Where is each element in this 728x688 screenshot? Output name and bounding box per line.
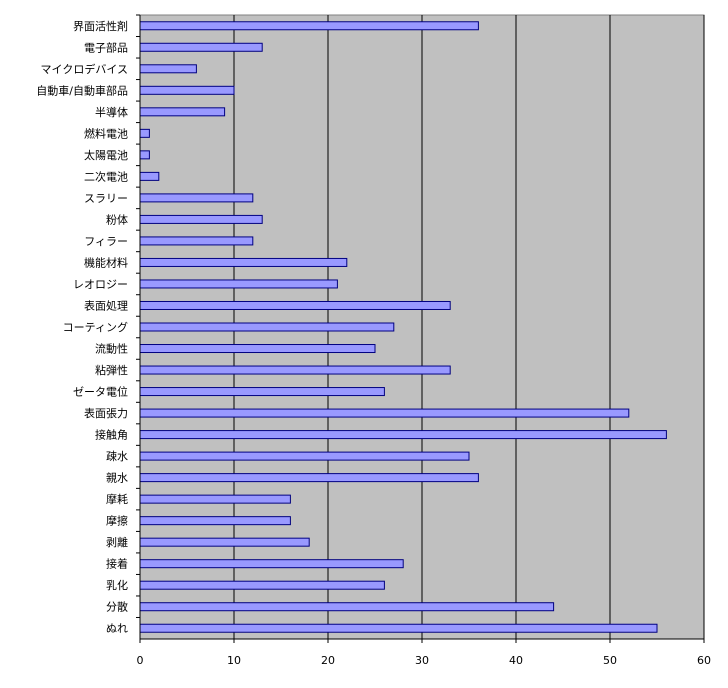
category-labels: 界面活性剤電子部品マイクロデバイス自動車/自動車部品半導体燃料電池太陽電池二次電… (36, 14, 140, 635)
bar (139, 236, 254, 246)
bar (139, 64, 197, 74)
bar (139, 150, 150, 160)
bar (139, 365, 451, 375)
category-label: 二次電池 (84, 169, 128, 183)
bar (139, 451, 470, 461)
category-label: 燃料電池 (84, 126, 128, 140)
category-label: 界面活性剤 (73, 19, 128, 33)
x-tick-label: 60 (697, 654, 711, 667)
category-label: 粉体 (106, 212, 128, 226)
category-label: 接触角 (95, 428, 128, 442)
x-tick-labels: 0 10 20 30 40 50 60 (137, 639, 711, 667)
x-tick-label: 20 (321, 654, 335, 667)
bar (139, 193, 254, 203)
category-label: 親水 (106, 472, 128, 485)
bar (139, 494, 291, 504)
category-label: レオロジー (73, 278, 128, 291)
x-tick-label: 0 (137, 654, 144, 667)
x-tick-label: 40 (509, 654, 523, 667)
category-label: 電子部品 (84, 40, 128, 54)
bar (139, 344, 376, 354)
category-label: 表面処理 (84, 298, 128, 312)
x-tick-label: 10 (227, 654, 241, 667)
category-label: コーティング (63, 320, 128, 334)
x-tick-label: 50 (603, 654, 617, 667)
category-label: 摩耗 (106, 492, 128, 506)
category-label: 表面張力 (84, 406, 128, 420)
gridlines (233, 15, 705, 639)
category-label: スラリー (84, 192, 128, 205)
category-label: 剥離 (106, 535, 128, 549)
bar (139, 214, 263, 224)
bar (139, 107, 226, 117)
bar (139, 602, 555, 612)
bar (139, 279, 338, 289)
bar (139, 516, 291, 526)
category-label: 太陽電池 (84, 149, 128, 162)
category-label: 半導体 (95, 105, 128, 119)
category-label: フィラー (84, 235, 128, 248)
bar (139, 623, 658, 633)
category-label: 疎水 (106, 450, 128, 463)
bar (139, 257, 348, 267)
bar (139, 300, 451, 310)
bars (139, 21, 667, 633)
category-label: ゼータ電位 (73, 385, 128, 399)
bar (139, 473, 479, 483)
category-label: マイクロデバイス (41, 62, 128, 76)
category-label: ぬれ (106, 622, 128, 635)
bar (139, 430, 667, 440)
bar (139, 85, 235, 95)
category-label: 自動車/自動車部品 (36, 83, 128, 97)
bar (139, 408, 630, 418)
bar (139, 171, 160, 181)
category-label: 分散 (106, 600, 128, 614)
category-label: 流動性 (95, 342, 128, 356)
bar (139, 21, 479, 31)
bar (139, 537, 310, 547)
x-tick-label: 30 (415, 654, 429, 667)
category-label: 摩擦 (106, 514, 128, 528)
bar (139, 559, 404, 569)
bar (139, 42, 263, 52)
bar (139, 387, 385, 397)
category-label: 乳化 (106, 578, 128, 592)
bar (139, 128, 150, 138)
category-label: 接着 (106, 557, 128, 571)
category-label: 粘弾性 (95, 363, 128, 377)
bar (139, 580, 385, 590)
bar (139, 322, 395, 332)
category-label: 機能材料 (84, 255, 128, 269)
